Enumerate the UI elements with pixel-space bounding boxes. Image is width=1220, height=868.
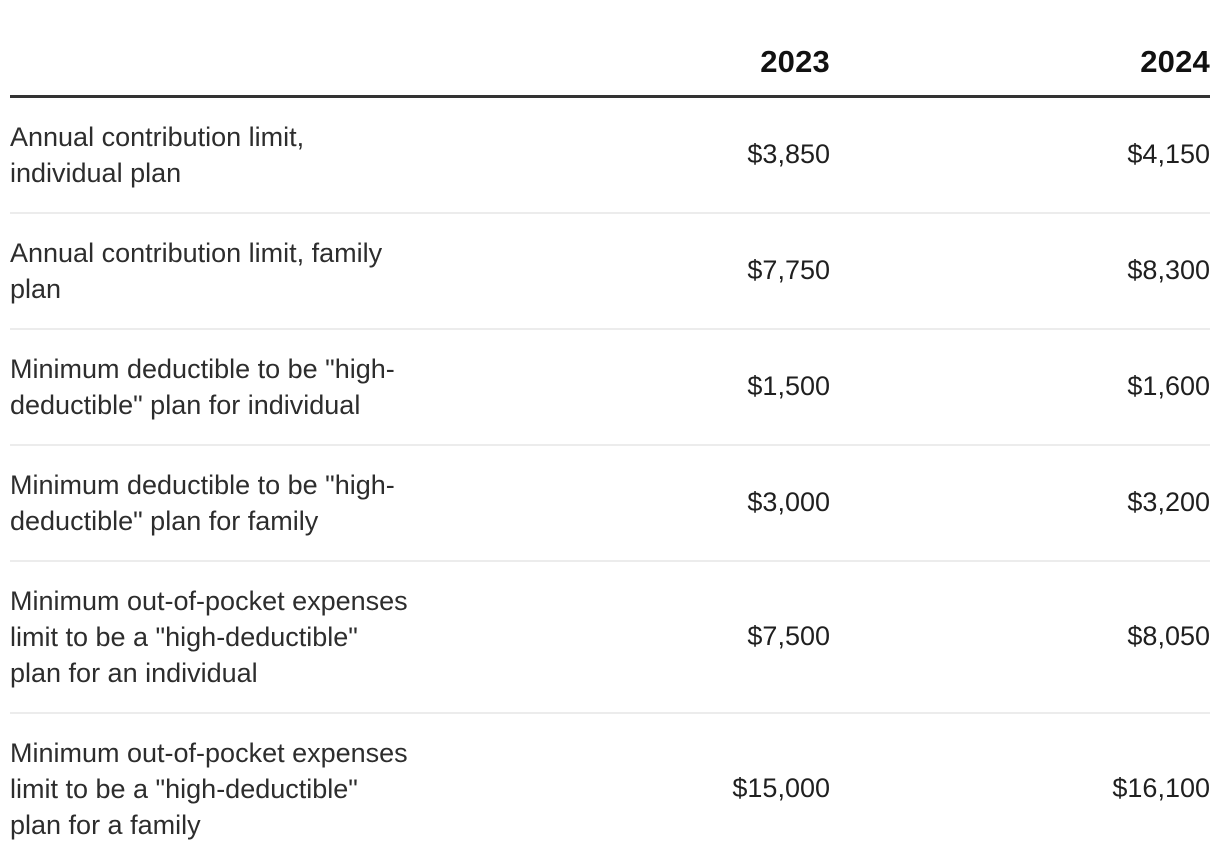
row-label: Annual contribution limit, family plan xyxy=(10,211,500,329)
table-row: Minimum out-of-pocket expenses limit to … xyxy=(10,711,1210,864)
value-2024: $3,200 xyxy=(830,443,1210,561)
table-row: Annual contribution limit, individual pl… xyxy=(10,96,1210,213)
value-2024: $8,300 xyxy=(830,211,1210,329)
column-header-blank xyxy=(10,0,500,98)
value-2024: $16,100 xyxy=(830,711,1210,864)
value-2023: $3,850 xyxy=(747,139,830,170)
value-2024: $1,600 xyxy=(830,327,1210,445)
row-label: Minimum out-of-pocket expenses limit to … xyxy=(10,559,500,713)
row-label: Minimum out-of-pocket expenses limit to … xyxy=(10,711,500,864)
table-row: Annual contribution limit, family plan $… xyxy=(10,211,1210,329)
column-header-2024: 2024 xyxy=(830,0,1210,98)
column-header-2023: 2023 xyxy=(500,0,830,98)
header-row: 2023 2024 xyxy=(10,0,1210,98)
table-row: Minimum deductible to be "high- deductib… xyxy=(10,443,1210,561)
row-label: Annual contribution limit, individual pl… xyxy=(10,121,305,188)
value-2024: $8,050 xyxy=(830,559,1210,713)
row-label: Minimum deductible to be "high- deductib… xyxy=(10,443,500,561)
table-row: Minimum deductible to be "high- deductib… xyxy=(10,327,1210,445)
value-2024: $4,150 xyxy=(1127,139,1210,170)
table-row: Minimum out-of-pocket expenses limit to … xyxy=(10,559,1210,713)
limits-comparison-table: 2023 2024 Annual contribution limit, ind… xyxy=(10,0,1210,864)
value-2023: $7,500 xyxy=(500,559,830,713)
row-label: Minimum deductible to be "high- deductib… xyxy=(10,327,500,445)
value-2023: $15,000 xyxy=(500,711,830,864)
table-header: 2023 2024 xyxy=(10,0,1210,98)
value-2023: $7,750 xyxy=(500,211,830,329)
value-2023: $1,500 xyxy=(500,327,830,445)
table-body: Annual contribution limit, individual pl… xyxy=(10,96,1210,864)
value-2023: $3,000 xyxy=(500,443,830,561)
